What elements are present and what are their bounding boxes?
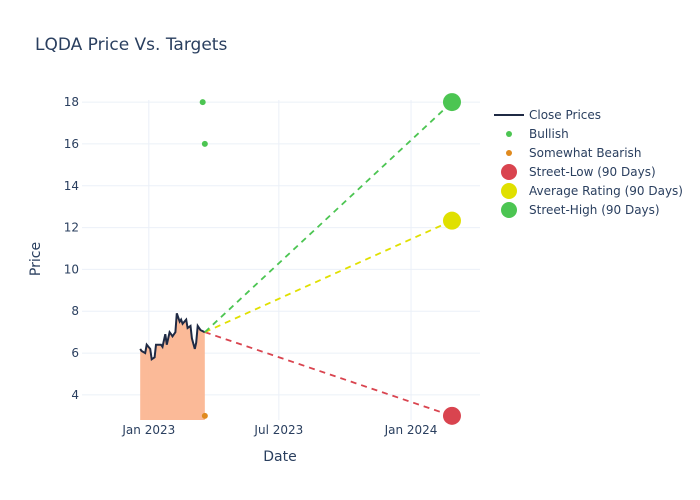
x-axis-title: Date — [263, 449, 296, 465]
chart-title: LQDA Price Vs. Targets — [35, 35, 227, 55]
legend-label: Street-High (90 Days) — [529, 203, 660, 217]
x-tick-label: Jan 2023 — [121, 423, 175, 437]
target-marker — [442, 93, 461, 112]
y-tick-label: 4 — [71, 388, 79, 402]
x-tick-label: Jul 2023 — [253, 423, 303, 437]
y-tick-label: 12 — [64, 221, 79, 235]
legend-marker-bearish — [506, 150, 512, 156]
bearish-point — [201, 412, 208, 419]
y-axis-title: Price — [28, 242, 44, 276]
legend-marker-target — [501, 183, 517, 199]
y-tick-label: 14 — [64, 179, 79, 193]
legend-marker-target — [501, 164, 517, 180]
legend-label: Somewhat Bearish — [529, 146, 641, 160]
target-line — [204, 219, 453, 333]
target-line — [204, 331, 453, 417]
close-price-area — [140, 313, 205, 420]
legend-label: Average Rating (90 Days) — [529, 184, 683, 198]
legend-marker-target — [501, 202, 517, 218]
legend-label: Street-Low (90 Days) — [529, 165, 656, 179]
legend-marker-bullish — [506, 131, 512, 137]
x-tick-label: Jan 2024 — [384, 423, 438, 437]
y-tick-label: 8 — [71, 304, 79, 318]
target-marker — [442, 406, 461, 425]
legend-label: Close Prices — [529, 108, 601, 122]
y-tick-label: 10 — [64, 262, 79, 276]
bullish-point — [201, 140, 208, 147]
y-tick-label: 6 — [71, 346, 79, 360]
y-tick-label: 18 — [64, 95, 79, 109]
target-line — [204, 101, 453, 333]
target-marker — [442, 211, 461, 230]
legend-label: Bullish — [529, 127, 569, 141]
close-price-line — [139, 312, 206, 362]
y-tick-label: 16 — [64, 137, 79, 151]
bullish-point — [199, 99, 206, 106]
